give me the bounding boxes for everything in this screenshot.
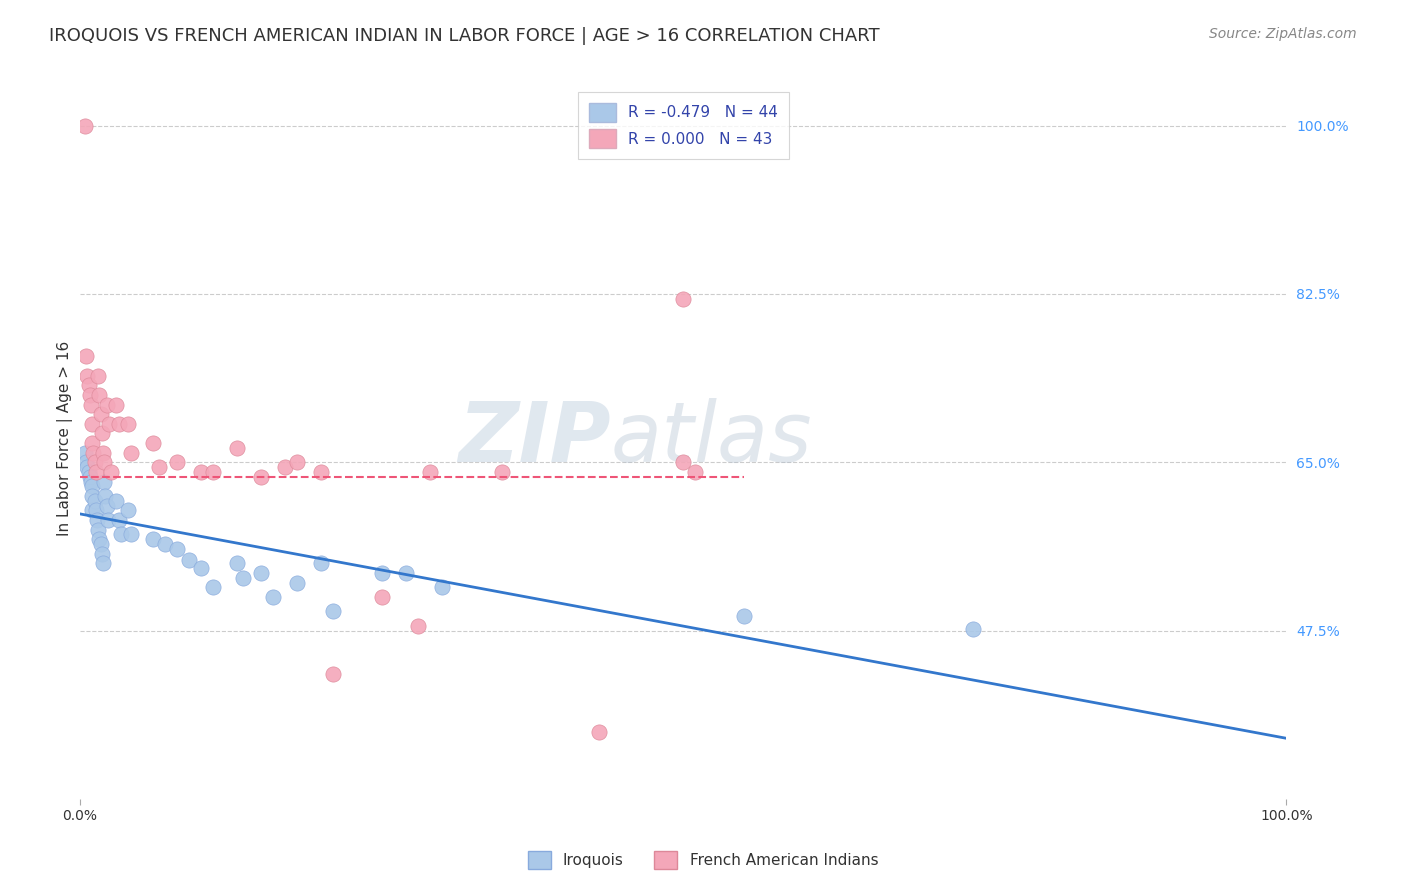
Point [117, 417, 139, 431]
Point [406, 619, 429, 633]
Point [93, 455, 115, 469]
Point [232, 571, 254, 585]
Text: atlas: atlas [612, 398, 813, 479]
Point [190, 561, 212, 575]
Point [262, 590, 284, 604]
Point [274, 460, 297, 475]
Point [190, 465, 212, 479]
Point [733, 609, 755, 624]
Point [141, 533, 163, 547]
Point [166, 455, 188, 469]
Point [89, 388, 111, 402]
Point [96, 398, 118, 412]
Point [76, 460, 98, 475]
Point [110, 527, 132, 541]
Point [685, 465, 707, 479]
Point [370, 566, 392, 580]
Point [588, 724, 610, 739]
Point [91, 445, 114, 459]
Point [105, 493, 128, 508]
Point [201, 465, 224, 479]
Point [322, 604, 344, 618]
Point [285, 575, 308, 590]
Point [75, 350, 97, 364]
Point [120, 527, 142, 541]
Point [98, 417, 121, 431]
Point [90, 547, 112, 561]
Point [82, 436, 104, 450]
Point [153, 537, 176, 551]
Point [322, 667, 344, 681]
Point [82, 445, 104, 459]
Text: Source: ZipAtlas.com: Source: ZipAtlas.com [1209, 27, 1357, 41]
Point [77, 378, 100, 392]
Point [672, 455, 695, 469]
Point [311, 557, 333, 571]
Point [285, 455, 308, 469]
Point [226, 441, 249, 455]
Point [87, 368, 110, 383]
Point [93, 475, 115, 489]
Point [100, 465, 122, 479]
Point [82, 479, 104, 493]
Point [73, 445, 96, 459]
Point [141, 436, 163, 450]
Point [80, 475, 103, 489]
Point [120, 445, 142, 459]
Point [91, 557, 114, 571]
Point [395, 566, 418, 580]
Point [311, 465, 333, 479]
Point [166, 541, 188, 556]
Point [90, 407, 112, 421]
Legend: Iroquois, French American Indians: Iroquois, French American Indians [522, 845, 884, 875]
Point [75, 455, 97, 469]
Point [80, 398, 103, 412]
Point [76, 368, 98, 383]
Point [84, 503, 107, 517]
Point [82, 503, 104, 517]
Point [177, 553, 200, 567]
Point [491, 465, 513, 479]
Point [370, 590, 392, 604]
Point [96, 499, 118, 513]
Point [250, 469, 273, 483]
Point [419, 465, 441, 479]
Point [82, 417, 104, 431]
Point [250, 566, 273, 580]
Point [107, 513, 129, 527]
Point [117, 503, 139, 517]
Point [430, 581, 453, 595]
Point [94, 489, 117, 503]
Point [87, 523, 110, 537]
Point [90, 537, 112, 551]
Point [79, 388, 101, 402]
Point [83, 455, 105, 469]
Point [90, 426, 112, 441]
Point [89, 533, 111, 547]
Point [82, 489, 104, 503]
Legend: R = -0.479   N = 44, R = 0.000   N = 43: R = -0.479 N = 44, R = 0.000 N = 43 [578, 92, 789, 159]
Point [83, 493, 105, 508]
Point [86, 513, 108, 527]
Point [201, 581, 224, 595]
Point [77, 465, 100, 479]
Text: ZIP: ZIP [458, 398, 612, 479]
Point [962, 622, 984, 636]
Point [105, 398, 128, 412]
Point [73, 119, 96, 133]
Point [226, 557, 249, 571]
Point [148, 460, 170, 475]
Point [79, 469, 101, 483]
Point [84, 465, 107, 479]
Text: IROQUOIS VS FRENCH AMERICAN INDIAN IN LABOR FORCE | AGE > 16 CORRELATION CHART: IROQUOIS VS FRENCH AMERICAN INDIAN IN LA… [49, 27, 880, 45]
Y-axis label: In Labor Force | Age > 16: In Labor Force | Age > 16 [58, 341, 73, 536]
Point [97, 513, 120, 527]
Point [672, 292, 695, 306]
Point [107, 417, 129, 431]
